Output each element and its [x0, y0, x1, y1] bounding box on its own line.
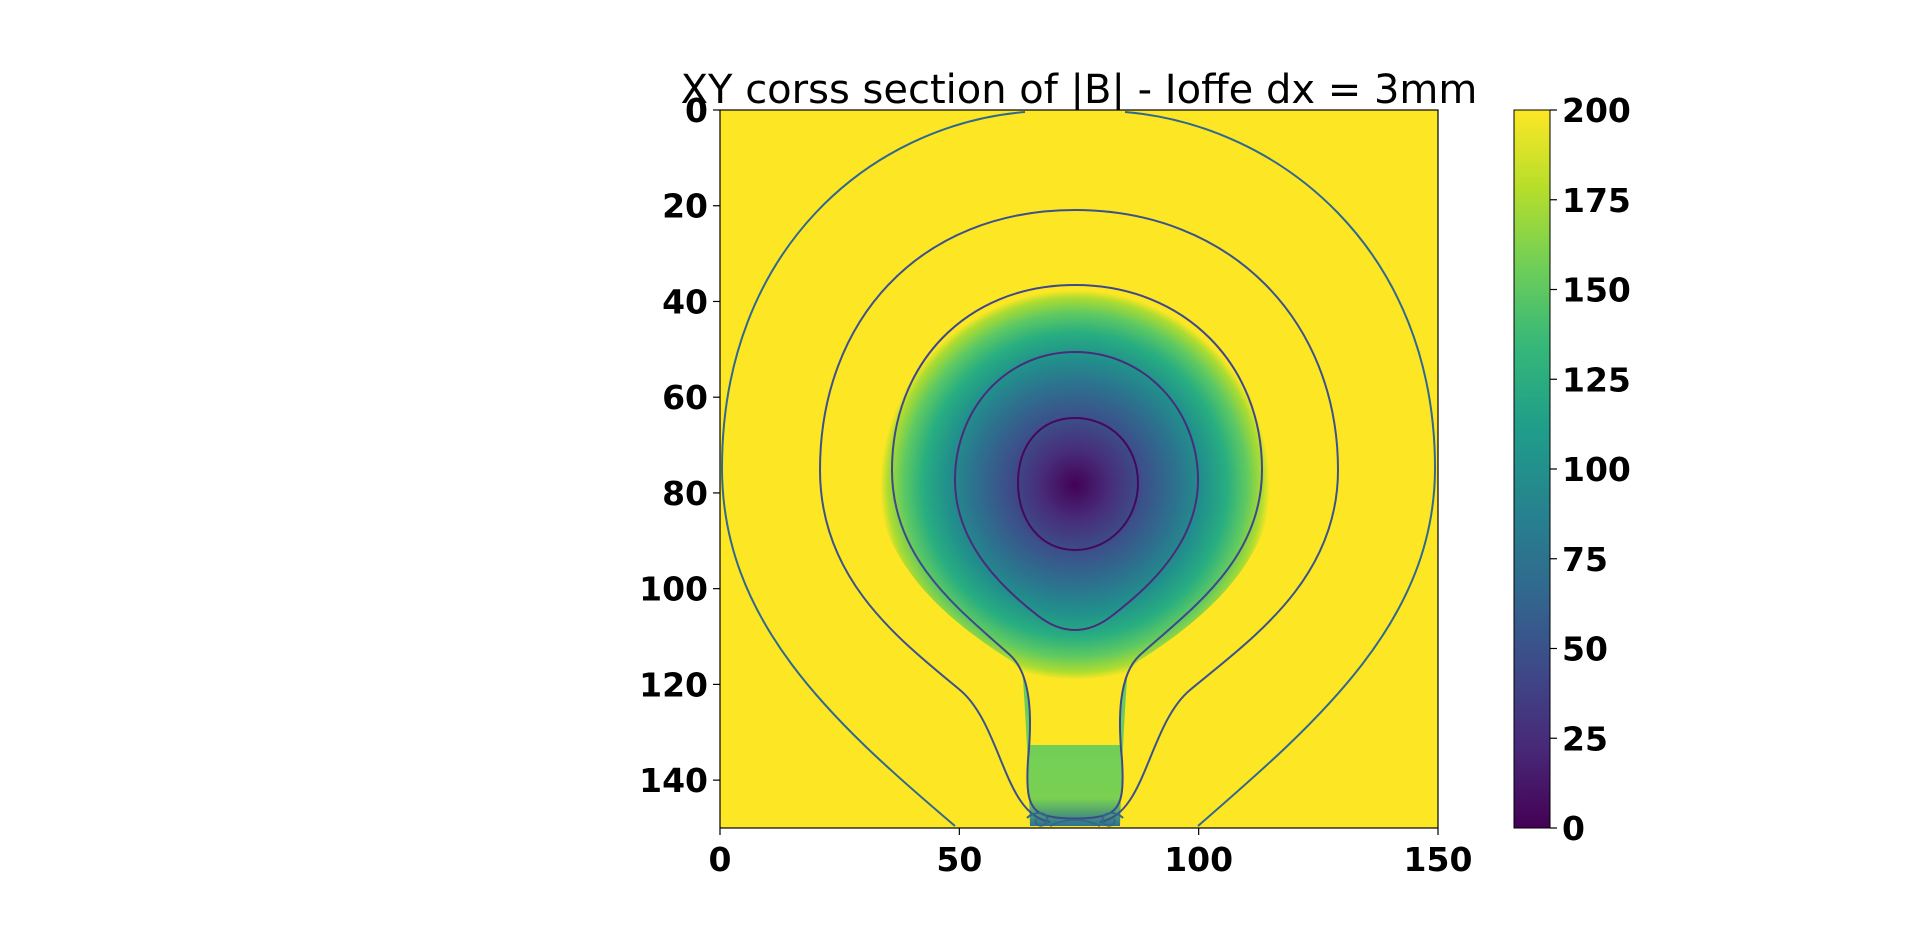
colorbar-tick-label: 50 — [1562, 630, 1608, 669]
y-tick-label: 140 — [639, 761, 708, 800]
colorbar-tick-label: 75 — [1562, 540, 1608, 579]
colorbar — [1513, 109, 1551, 829]
contour-line — [1026, 812, 1049, 827]
colorbar-tick-label: 150 — [1562, 271, 1631, 310]
y-tick-label: 120 — [639, 665, 708, 704]
contour-line — [1049, 819, 1101, 827]
contour-line — [953, 350, 1200, 632]
y-tick-label: 100 — [639, 570, 708, 609]
contour-line — [890, 283, 1264, 820]
contour-line — [720, 111, 1437, 827]
y-tick-label: 20 — [662, 187, 708, 226]
x-tick-label: 50 — [936, 840, 982, 879]
colorbar-axis: 0 25 50 75 100 125 150 175 200 — [1550, 91, 1631, 848]
y-tick-label: 80 — [662, 474, 708, 513]
contour-line — [1016, 416, 1140, 552]
contour-lines — [720, 111, 1437, 827]
x-tick-label: 150 — [1404, 840, 1473, 879]
colorbar-tick-label: 25 — [1562, 719, 1608, 758]
x-tick-label: 0 — [709, 840, 732, 879]
contour-line — [818, 209, 1340, 823]
plot-frame — [719, 109, 1439, 829]
colorbar-tick-label: 200 — [1562, 91, 1631, 130]
heatmap-plot-area — [720, 110, 1438, 828]
y-axis: 0 20 40 60 80 100 120 140 — [639, 91, 720, 800]
colorbar-tick-label: 100 — [1562, 450, 1631, 489]
x-axis: 0 50 100 150 — [709, 828, 1473, 879]
chart-title: XY corss section of |B| - Ioffe dx = 3mm — [681, 67, 1478, 113]
field-bulb-region — [875, 268, 1275, 745]
x-tick-label: 100 — [1164, 840, 1233, 879]
colorbar-tick-label: 0 — [1562, 809, 1585, 848]
y-tick-label: 0 — [685, 91, 708, 130]
colorbar-tick-label: 125 — [1562, 360, 1631, 399]
y-tick-label: 60 — [662, 378, 708, 417]
y-tick-label: 40 — [662, 282, 708, 321]
contour-line — [1101, 812, 1124, 827]
colorbar-tick-label: 175 — [1562, 181, 1631, 220]
